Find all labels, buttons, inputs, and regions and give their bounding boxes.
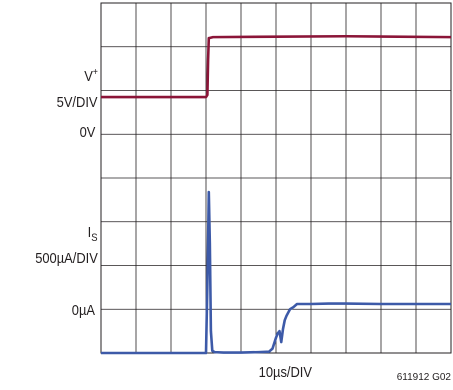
voltage-scale-label: 5V/DIV bbox=[57, 94, 98, 111]
traces bbox=[101, 34, 452, 355]
voltage-channel-name: V+ bbox=[84, 67, 98, 85]
current-zero-label: 0µA bbox=[71, 302, 95, 319]
current-scale-label: 500µA/DIV bbox=[35, 250, 98, 267]
current-channel-name: IS bbox=[88, 224, 98, 244]
current-trace bbox=[101, 190, 451, 355]
voltage-trace bbox=[101, 34, 452, 99]
figure-id-label: 611912 G02 bbox=[396, 372, 451, 383]
voltage-zero-label: 0V bbox=[79, 124, 95, 141]
grid bbox=[101, 3, 451, 353]
time-scale-label: 10µs/DIV bbox=[258, 364, 312, 381]
